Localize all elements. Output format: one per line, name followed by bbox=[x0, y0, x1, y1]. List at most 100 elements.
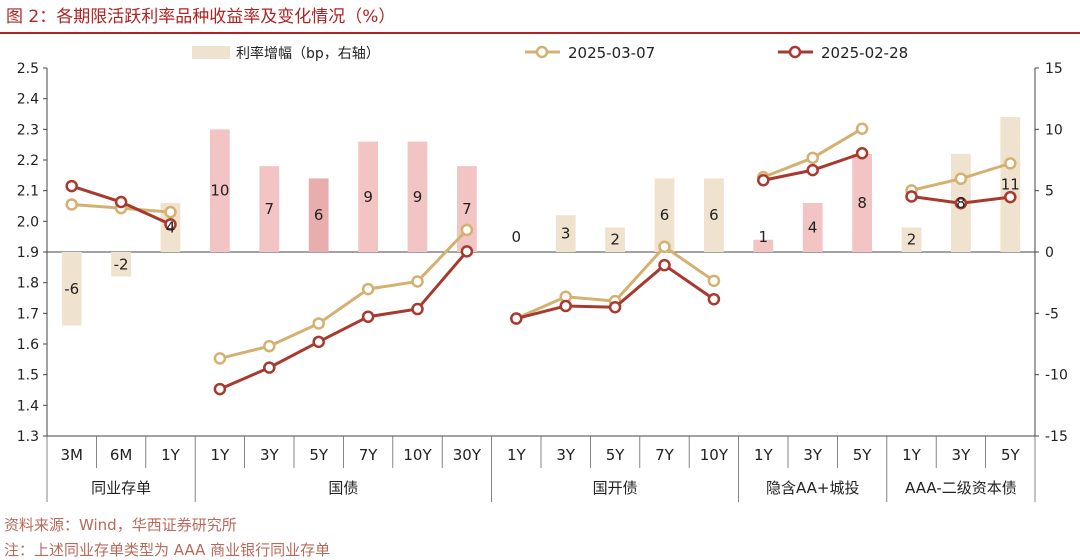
series-2-point bbox=[263, 361, 276, 374]
series-1-point bbox=[213, 352, 227, 365]
bar-value-label: 8 bbox=[956, 194, 966, 212]
left-axis-tick-label: 2.3 bbox=[17, 122, 39, 138]
series-2-point bbox=[806, 163, 819, 177]
series-1-point bbox=[658, 240, 671, 254]
bar-value-label: 6 bbox=[709, 206, 719, 224]
x-tick-label: 1Y bbox=[211, 446, 231, 464]
bar-value-label: 1 bbox=[759, 228, 769, 246]
x-axis: 3M 6M 1Y 1Y 3Y 5Y 7Y 10Y 30Y 1Y 3Y 5Y 7Y 10Y 1Y 3Y 5Y 1Y 3… bbox=[46, 435, 1036, 502]
right-axis-tick-label: 5 bbox=[1045, 184, 1054, 200]
series-2-line bbox=[219, 250, 469, 391]
bar-value-label: 4 bbox=[166, 218, 176, 236]
x-tick-label: 5Y bbox=[1001, 446, 1021, 464]
bar-value-label: 6 bbox=[314, 206, 324, 224]
legend-bar-label: 利率增幅（bp，右轴） bbox=[236, 45, 380, 62]
left-axis-tick-label: 1.3 bbox=[17, 429, 39, 445]
left-axis-tick-label: 2.1 bbox=[17, 184, 39, 200]
source-note: 资料来源：Wind，华西证券研究所 bbox=[4, 516, 237, 534]
right-axis-tick-label: 10 bbox=[1045, 122, 1063, 138]
series-2-point bbox=[460, 245, 474, 258]
bar bbox=[358, 141, 378, 252]
bar bbox=[308, 178, 329, 252]
x-group-label: 国开债 bbox=[593, 479, 638, 497]
bar bbox=[605, 227, 625, 252]
bar bbox=[111, 252, 131, 277]
right-axis-tick-label: 15 bbox=[1045, 61, 1063, 77]
left-axis-tick-label: 1.4 bbox=[17, 398, 39, 414]
series-1-point bbox=[164, 205, 177, 219]
bar-value-label: 7 bbox=[265, 200, 275, 218]
x-tick-label: 5Y bbox=[309, 446, 329, 464]
series-2-point bbox=[361, 310, 375, 323]
left-axis-tick-label: 1.7 bbox=[17, 306, 39, 322]
legend-series-2-marker bbox=[788, 45, 802, 59]
bar bbox=[901, 227, 922, 252]
bar bbox=[753, 239, 774, 252]
series-2-point bbox=[608, 300, 622, 314]
x-tick-label: 3Y bbox=[556, 446, 576, 464]
x-tick-label: 7Y bbox=[655, 446, 675, 464]
bar bbox=[1000, 117, 1021, 252]
bar-value-label: 2 bbox=[907, 231, 917, 249]
series-1-point bbox=[1004, 157, 1017, 170]
x-tick-label: 7Y bbox=[359, 446, 379, 464]
right-axis-tick-label: 0 bbox=[1045, 245, 1054, 261]
lines bbox=[65, 122, 1017, 396]
legend-series-1-marker bbox=[535, 45, 549, 59]
x-tick-label: 5Y bbox=[606, 446, 626, 464]
bar-value-label: -6 bbox=[64, 280, 79, 298]
series-2-point bbox=[114, 195, 128, 209]
chart: 利率增幅（bp，右轴） 2025-03-07 2025-02-28 1.3 1.4… bbox=[0, 36, 1080, 510]
series-1-point bbox=[460, 223, 474, 237]
series-2-point bbox=[658, 258, 671, 272]
x-tick-label: 1Y bbox=[507, 446, 527, 464]
bar-value-label: 11 bbox=[1001, 176, 1020, 194]
x-group-label: AAA-二级资本债 bbox=[905, 479, 1017, 497]
right-axis-tick-label: -5 bbox=[1045, 306, 1059, 322]
bar-value-label: 6 bbox=[660, 206, 670, 224]
chart-background bbox=[0, 36, 1080, 510]
series-1-point bbox=[263, 339, 276, 353]
bar-value-label: 8 bbox=[857, 194, 867, 212]
bar bbox=[704, 178, 724, 252]
series-2-point bbox=[411, 302, 424, 316]
legend-series-2-label: 2025-02-28 bbox=[821, 44, 908, 62]
bar-value-label: 0 bbox=[512, 228, 522, 246]
series-2-point bbox=[213, 382, 227, 396]
bar-value-label: -2 bbox=[114, 255, 129, 273]
series-2-point bbox=[312, 335, 325, 349]
x-tick-label: 6M bbox=[110, 446, 133, 464]
series-1-point bbox=[855, 122, 869, 135]
legend-series-1-label: 2025-03-07 bbox=[568, 44, 655, 62]
footnote: 注：上述同业存单类型为 AAA 商业银行同业存单 bbox=[4, 541, 331, 559]
figure-title: 图 2：各期限活跃利率品种收益率及变化情况（%） bbox=[6, 7, 396, 27]
series-2-point bbox=[1004, 190, 1017, 204]
title-rule bbox=[0, 32, 1080, 34]
bar-value-label: 2 bbox=[610, 231, 620, 249]
series-1-point bbox=[411, 275, 424, 288]
x-tick-label: 1Y bbox=[754, 446, 774, 464]
series-1-point bbox=[65, 198, 78, 211]
bar-value-label: 7 bbox=[462, 200, 472, 218]
x-tick-label: 3Y bbox=[260, 446, 280, 464]
x-group-label: 隐含AA+城投 bbox=[766, 479, 860, 497]
x-tick-label: 1Y bbox=[161, 446, 181, 464]
series-2-point bbox=[65, 179, 78, 193]
left-axis-tick-label: 1.5 bbox=[17, 368, 39, 384]
x-group-label: 国债 bbox=[328, 479, 358, 497]
legend: 利率增幅（bp，右轴） 2025-03-07 2025-02-28 bbox=[192, 44, 908, 62]
series-2-point bbox=[757, 173, 770, 187]
x-tick-label: 3Y bbox=[803, 446, 823, 464]
bar bbox=[259, 166, 280, 252]
series-1-point bbox=[806, 151, 819, 165]
series-1-point bbox=[312, 317, 325, 330]
bar bbox=[61, 252, 82, 326]
bar bbox=[407, 141, 428, 252]
series-2-point bbox=[954, 196, 968, 210]
left-axis-tick-label: 2.4 bbox=[17, 92, 39, 108]
right-axis-tick-label: -10 bbox=[1045, 368, 1068, 384]
bar-value-label: 3 bbox=[561, 225, 571, 243]
left-axis-tick-label: 2.0 bbox=[17, 214, 39, 230]
series-2-point bbox=[905, 190, 918, 203]
